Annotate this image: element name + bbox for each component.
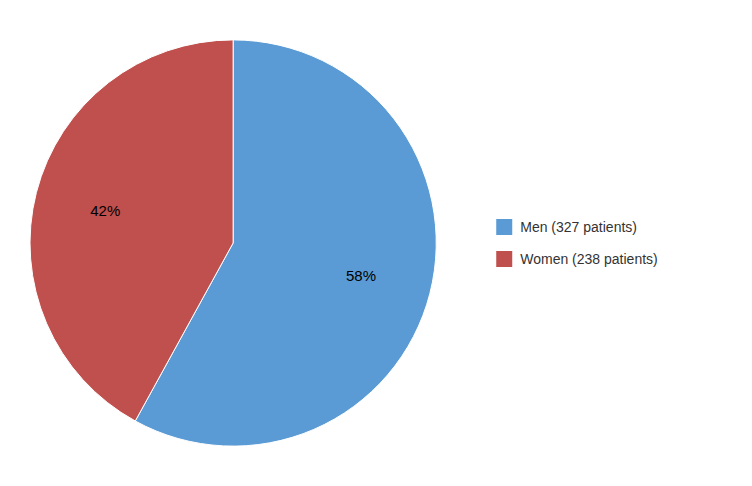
legend-swatch: [496, 219, 512, 235]
data-label: 58%: [346, 267, 376, 284]
legend-swatch: [496, 251, 512, 267]
legend-label: Women (238 patients): [520, 251, 657, 267]
legend-item: Women (238 patients): [496, 251, 657, 267]
legend-label: Men (327 patients): [520, 219, 637, 235]
chart-svg: 58% 42% Men (327 patients) Women (238 patie…: [0, 0, 752, 486]
pie-slice: [30, 40, 233, 421]
data-label: 42%: [90, 202, 120, 219]
pie-group: [30, 40, 436, 446]
data-labels: 58% 42%: [90, 202, 376, 285]
legend: Men (327 patients) Women (238 patients): [496, 219, 657, 267]
chart-container: 58% 42% Men (327 patients) Women (238 patie…: [0, 0, 752, 486]
legend-item: Men (327 patients): [496, 219, 637, 235]
